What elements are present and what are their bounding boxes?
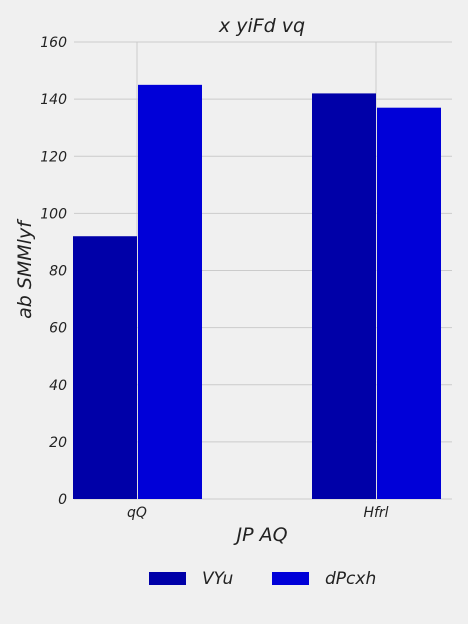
x-axis-label: JP AQ bbox=[232, 524, 287, 546]
y-tick-label: 60 bbox=[49, 321, 67, 337]
legend: VYu dPcxh bbox=[149, 569, 376, 589]
legend-label: dPcxh bbox=[325, 569, 376, 589]
x-tick-label: Hfrl bbox=[363, 505, 388, 521]
y-tick-label: 160 bbox=[40, 35, 67, 51]
y-tick-label: 20 bbox=[49, 435, 67, 451]
y-tick-label: 120 bbox=[40, 149, 67, 165]
legend-swatch-dPcxh bbox=[272, 572, 309, 585]
x-tick-label: qQ bbox=[127, 505, 147, 521]
x-tick-labels: qQ Hfrl bbox=[127, 505, 389, 521]
y-axis-label: ab SMMlyf bbox=[14, 218, 36, 319]
y-tick-label: 80 bbox=[49, 264, 67, 280]
bar-VYu-Hfrl bbox=[312, 93, 376, 499]
legend-label: VYu bbox=[202, 569, 233, 589]
y-tick-labels: 0 20 40 60 80 100 120 140 160 bbox=[40, 35, 67, 508]
bars-layer bbox=[73, 84, 441, 499]
chart-title: x yiFd vq bbox=[218, 15, 305, 37]
bar-dPcxh-Hfrl bbox=[377, 107, 441, 499]
y-tick-label: 140 bbox=[40, 92, 67, 108]
legend-swatch-VYu bbox=[149, 572, 186, 585]
y-tick-label: 0 bbox=[58, 492, 67, 508]
bar-VYu-qQ bbox=[73, 236, 137, 499]
bar-dPcxh-qQ bbox=[138, 84, 202, 499]
y-tick-label: 40 bbox=[49, 378, 67, 394]
y-tick-label: 100 bbox=[40, 206, 67, 222]
